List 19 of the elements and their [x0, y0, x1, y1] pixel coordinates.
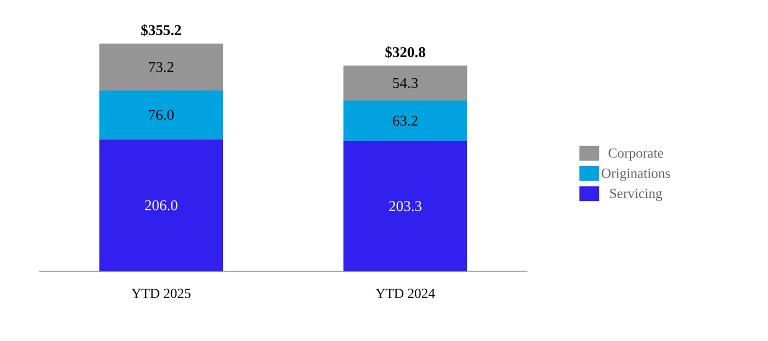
data-label: 73.2: [149, 62, 174, 72]
data-label: 203.3: [389, 201, 422, 212]
x-tick-label: YTD 2024: [376, 288, 435, 298]
data-label: 54.3: [393, 78, 418, 88]
data-label: 63.2: [392, 116, 418, 126]
total-label: $320.8: [385, 46, 426, 58]
data-label: 206.0: [145, 200, 178, 211]
legend-label: Corporate: [608, 148, 664, 161]
data-label: 76.0: [149, 110, 174, 120]
bar: [343, 100, 468, 142]
bar: [99, 139, 224, 272]
bar: [99, 90, 224, 140]
legend-label: Servicing: [610, 188, 662, 202]
bar: [343, 141, 468, 272]
legend-label: Originations: [602, 168, 670, 181]
bar: [99, 44, 224, 91]
x-tick-label: YTD 2025: [132, 288, 190, 298]
bar: [343, 66, 468, 101]
total-label: $355.2: [141, 24, 181, 36]
